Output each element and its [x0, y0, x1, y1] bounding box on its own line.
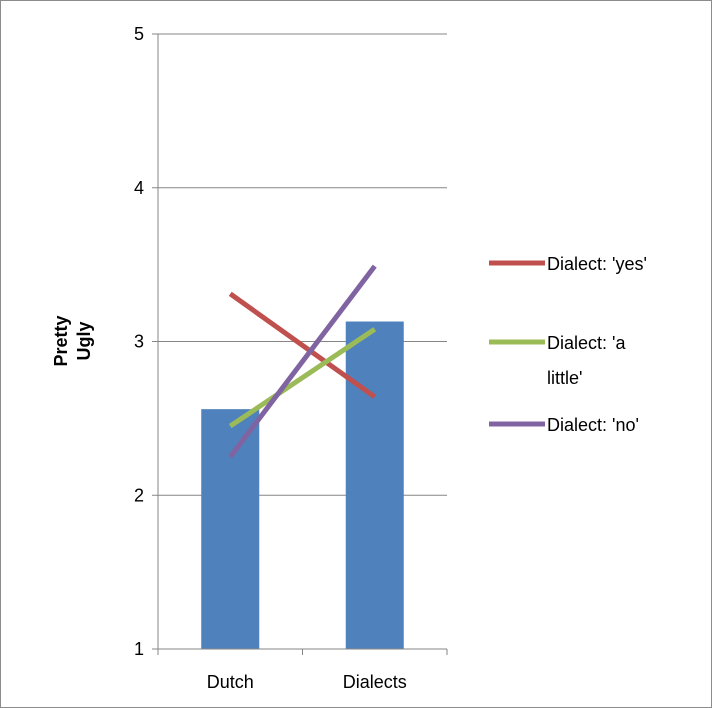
x-tick-label-dutch: Dutch: [207, 672, 254, 692]
y-tick-label-2: 2: [134, 485, 144, 505]
legend-label-2-line-1: Dialect: 'a: [547, 333, 626, 353]
series-line-1: [228, 291, 377, 399]
y-tick-label-1: 1: [134, 639, 144, 659]
bar-dutch: [201, 409, 260, 649]
y-axis-title-line-2: Ugly: [74, 321, 94, 360]
y-tick-label-5: 5: [134, 24, 144, 44]
y-axis-title-line-1: Pretty: [51, 315, 71, 366]
y-tick-label-4: 4: [134, 178, 144, 198]
legend-label-3-line-1: Dialect: 'no': [547, 415, 639, 435]
series-line-2: [228, 327, 377, 429]
series-line-3: [228, 264, 377, 459]
x-tick-label-dialects: Dialects: [343, 672, 407, 692]
legend-label-1-line-1: Dialect: 'yes': [547, 254, 647, 274]
legend-label-2-line-2: little': [547, 368, 582, 388]
bar-dialects: [345, 321, 404, 649]
y-tick-label-3: 3: [134, 332, 144, 352]
